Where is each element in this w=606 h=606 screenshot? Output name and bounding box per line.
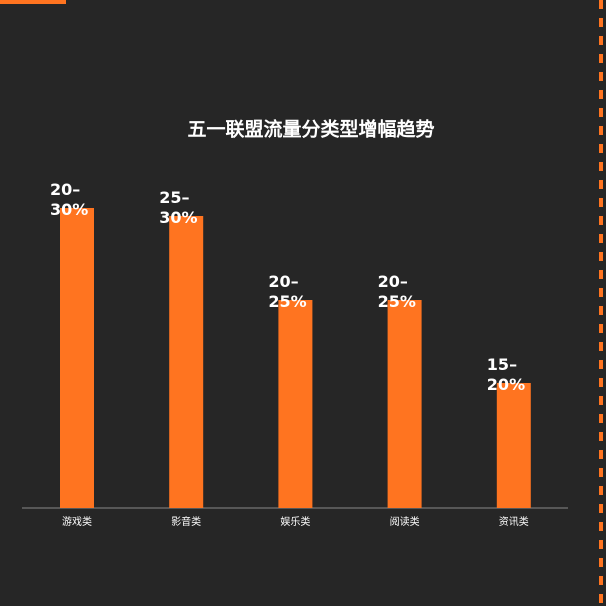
value-label: 15–20% — [486, 355, 526, 394]
bar — [278, 300, 313, 508]
value-label: 25–30% — [159, 188, 198, 227]
bar — [496, 383, 531, 508]
x-tick-label: 资讯类 — [499, 515, 529, 528]
corner-accent — [0, 0, 66, 4]
x-tick-label: 游戏类 — [62, 515, 92, 528]
x-tick-label: 影音类 — [171, 515, 201, 528]
value-label: 20–25% — [377, 272, 416, 311]
value-label: 20–30% — [50, 180, 89, 219]
x-tick-label: 娱乐类 — [280, 515, 310, 528]
x-tick-label: 阅读类 — [390, 515, 420, 528]
bar — [169, 216, 204, 508]
bar — [387, 300, 422, 508]
chart-title: 五一联盟流量分类型增幅趋势 — [187, 118, 434, 141]
value-label: 20–25% — [268, 272, 307, 311]
bar — [60, 208, 94, 508]
